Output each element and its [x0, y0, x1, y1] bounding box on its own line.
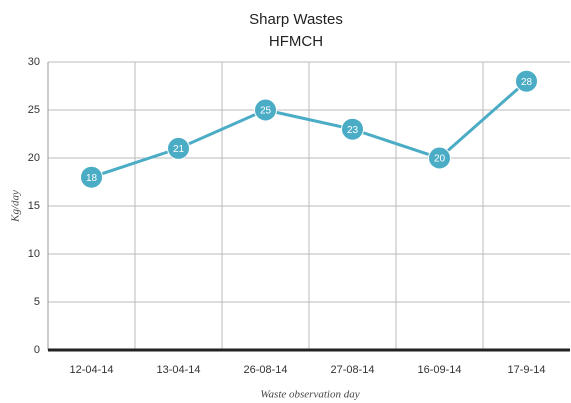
marker [515, 69, 538, 93]
x-tick-label: 13-04-14 [156, 364, 200, 376]
chart-title: Sharp Wastes [249, 11, 343, 28]
y-tick-label: 25 [28, 104, 40, 116]
data-label: 28 [521, 77, 533, 88]
marker [80, 165, 103, 189]
x-tick-label: 12-04-14 [69, 364, 113, 376]
data-label: 21 [173, 144, 185, 155]
y-tick-label: 0 [34, 344, 40, 356]
marker [341, 117, 364, 141]
chart-subtitle: HFMCH [269, 33, 323, 50]
data-label: 23 [347, 125, 359, 136]
y-tick-label: 15 [28, 200, 40, 212]
data-label: 18 [86, 173, 98, 184]
marker [254, 98, 277, 122]
marker [167, 136, 190, 160]
y-tick-label: 10 [28, 248, 40, 260]
data-label: 20 [434, 154, 446, 165]
x-axis-label: Waste observation day [260, 389, 359, 401]
x-tick-label: 26-08-14 [243, 364, 287, 376]
y-tick-label: 20 [28, 152, 40, 164]
y-tick-label: 5 [34, 296, 40, 308]
marker [428, 146, 451, 170]
y-tick-label: 30 [28, 56, 40, 68]
data-label: 25 [260, 106, 272, 117]
y-axis-label: Kg/day [10, 190, 22, 223]
x-tick-label: 16-09-14 [417, 364, 461, 376]
line [91, 80, 528, 179]
x-tick-label: 27-08-14 [330, 364, 374, 376]
x-tick-label: 17-9-14 [508, 364, 546, 376]
